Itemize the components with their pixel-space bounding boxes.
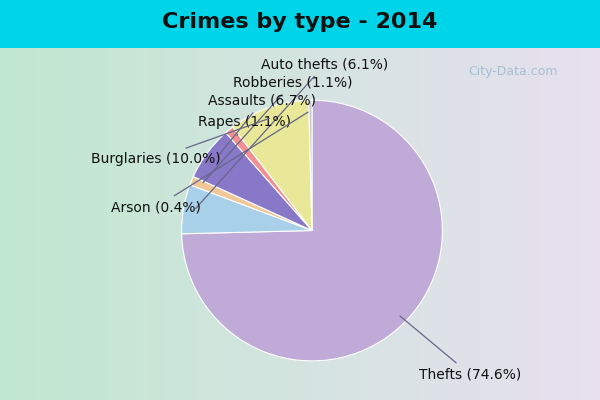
- Text: Robberies (1.1%): Robberies (1.1%): [203, 76, 352, 182]
- Text: Rapes (1.1%): Rapes (1.1%): [198, 115, 291, 136]
- Wedge shape: [193, 133, 312, 230]
- Wedge shape: [309, 100, 312, 230]
- Text: Thefts (74.6%): Thefts (74.6%): [400, 316, 521, 382]
- Text: City-Data.com: City-Data.com: [468, 66, 557, 78]
- Wedge shape: [233, 100, 312, 230]
- Wedge shape: [182, 100, 442, 361]
- Text: Burglaries (10.0%): Burglaries (10.0%): [91, 118, 269, 166]
- Text: Auto thefts (6.1%): Auto thefts (6.1%): [196, 58, 389, 208]
- Text: Assaults (6.7%): Assaults (6.7%): [208, 94, 316, 157]
- Wedge shape: [190, 176, 312, 230]
- Wedge shape: [226, 127, 312, 230]
- Wedge shape: [182, 185, 312, 234]
- Text: Arson (0.4%): Arson (0.4%): [112, 112, 308, 214]
- Text: Crimes by type - 2014: Crimes by type - 2014: [163, 12, 437, 32]
